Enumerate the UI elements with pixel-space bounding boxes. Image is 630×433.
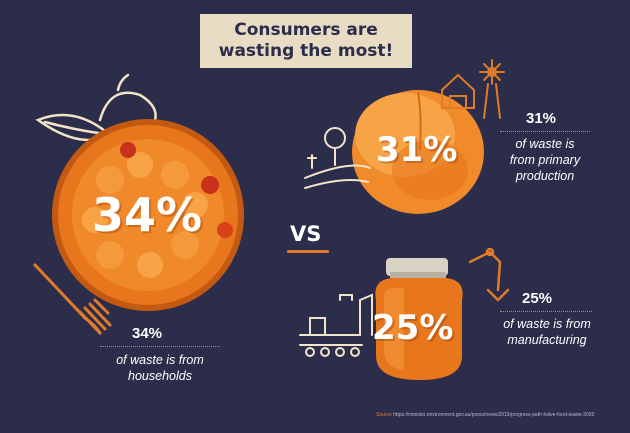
- primary-desc-line-3: production: [515, 169, 575, 183]
- primary-divider: [500, 131, 590, 132]
- vs-label: VS: [290, 222, 322, 246]
- farm-field-icon: [304, 127, 371, 189]
- households-description: of waste is from households: [90, 352, 230, 384]
- primary-desc-line-1: of waste is: [515, 137, 575, 151]
- title-banner: Consumers are wasting the most!: [200, 14, 412, 68]
- manufacturing-desc-line-2: manufacturing: [507, 333, 587, 347]
- primary-desc-line-2: from primary: [509, 153, 581, 167]
- vs-underline: [287, 250, 329, 253]
- factory-conveyor-icon: [299, 293, 373, 357]
- source-citation: Source https://minister.environment.gov.…: [376, 412, 594, 418]
- households-big-percent: 34%: [92, 188, 203, 242]
- apricot-pie-image: [52, 119, 244, 311]
- jam-jar-image: [375, 258, 463, 380]
- households-desc-line-1: of waste is from: [116, 353, 204, 367]
- apricot-image: [352, 90, 484, 214]
- fork-icon: [33, 263, 112, 335]
- source-label: Source: [376, 412, 392, 418]
- primary-description: of waste is from primary production: [490, 136, 600, 184]
- households-desc-line-2: households: [128, 369, 192, 383]
- barn-windmill-icon: [441, 59, 505, 119]
- manufacturing-desc-line-1: of waste is from: [503, 317, 591, 331]
- manufacturing-divider: [500, 311, 592, 312]
- manufacturing-big-percent: 25%: [372, 308, 454, 348]
- source-url[interactable]: https://minister.environment.gov.au/pres…: [393, 412, 595, 418]
- primary-big-percent: 31%: [376, 130, 458, 170]
- title-line-2: wasting the most!: [218, 41, 394, 61]
- primary-percent: 31%: [526, 110, 557, 127]
- robot-arm-icon: [468, 247, 510, 302]
- households-percent: 34%: [132, 325, 163, 342]
- manufacturing-percent: 25%: [522, 290, 553, 307]
- title-line-1: Consumers are: [234, 20, 378, 40]
- manufacturing-description: of waste is from manufacturing: [488, 316, 606, 348]
- households-divider: [100, 346, 220, 347]
